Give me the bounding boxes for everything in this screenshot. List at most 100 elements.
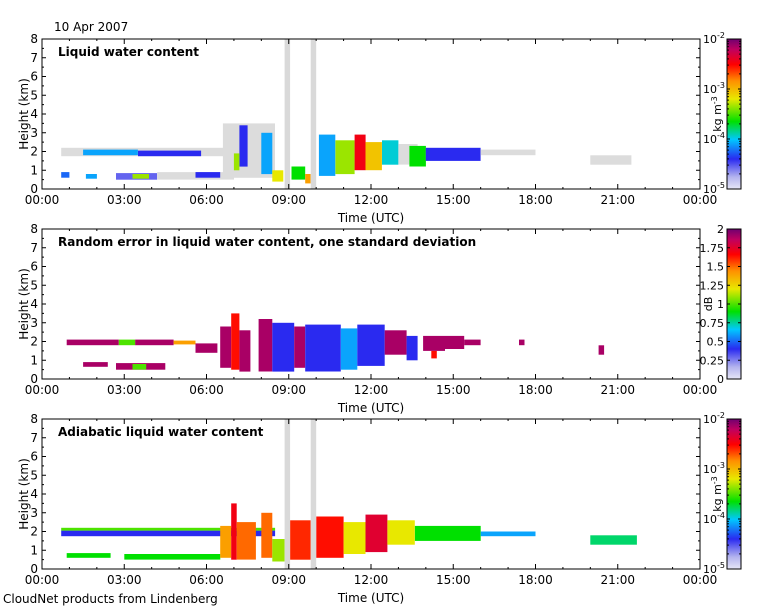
x-tick-label: 00:00 bbox=[25, 573, 60, 587]
data-cell bbox=[261, 132, 273, 175]
y-tick-label: 1 bbox=[30, 163, 38, 177]
x-axis-label: Time (UTC) bbox=[337, 401, 404, 415]
data-cell bbox=[135, 339, 174, 346]
data-cell bbox=[61, 172, 70, 178]
data-cell bbox=[409, 145, 426, 167]
colorbar-tick-label: 10-4 bbox=[703, 511, 725, 526]
y-tick-label: 4 bbox=[30, 487, 38, 501]
x-tick-label: 00:00 bbox=[683, 193, 718, 207]
data-cell bbox=[406, 335, 418, 361]
colorbar-tick-label: 10-5 bbox=[703, 181, 725, 196]
y-tick-label: 5 bbox=[30, 88, 38, 102]
y-tick-label: 3 bbox=[30, 126, 38, 140]
y-axis-label: Height (km) bbox=[17, 268, 31, 339]
data-cell bbox=[231, 503, 237, 560]
colorbar-tick-label: 10-2 bbox=[703, 31, 725, 46]
data-gap-band bbox=[310, 39, 317, 189]
colorbar-tick-label: 0.75 bbox=[700, 317, 725, 330]
x-tick-label: 21:00 bbox=[600, 193, 635, 207]
y-tick-label: 3 bbox=[30, 316, 38, 330]
data-cell bbox=[220, 326, 232, 368]
data-cell bbox=[61, 530, 276, 537]
x-tick-label: 15:00 bbox=[436, 573, 471, 587]
data-cell bbox=[387, 520, 415, 545]
data-cell bbox=[124, 554, 221, 560]
y-tick-label: 3 bbox=[30, 506, 38, 520]
y-tick-label: 5 bbox=[30, 468, 38, 482]
data-cell bbox=[239, 125, 248, 167]
x-tick-label: 15:00 bbox=[436, 193, 471, 207]
data-cell bbox=[480, 149, 536, 156]
colorbar bbox=[727, 419, 741, 569]
data-cell bbox=[239, 330, 251, 372]
data-cell bbox=[519, 339, 525, 346]
data-cell bbox=[138, 150, 202, 157]
panel-3: Adiabatic liquid water content 0 1 2 3 4 5 6 7 8 0… bbox=[17, 411, 742, 605]
footer-credit: CloudNet products from Lindenberg bbox=[3, 592, 218, 606]
x-tick-label: 12:00 bbox=[354, 573, 389, 587]
data-cell bbox=[445, 335, 465, 349]
y-tick-label: 5 bbox=[30, 278, 38, 292]
y-tick-label: 7 bbox=[30, 431, 38, 445]
data-cell bbox=[425, 147, 481, 161]
data-cell bbox=[272, 170, 284, 182]
data-cell bbox=[118, 339, 136, 346]
chart-title: Liquid water content bbox=[58, 45, 199, 59]
data-cell bbox=[340, 328, 358, 370]
data-cell bbox=[382, 140, 399, 165]
x-tick-label: 03:00 bbox=[107, 573, 142, 587]
data-cell bbox=[66, 339, 119, 346]
data-cell bbox=[132, 174, 149, 179]
y-tick-label: 7 bbox=[30, 241, 38, 255]
data-cell bbox=[272, 539, 285, 562]
y-tick-label: 7 bbox=[30, 51, 38, 65]
x-tick-label: 18:00 bbox=[518, 573, 553, 587]
x-tick-label: 00:00 bbox=[25, 383, 60, 397]
x-tick-label: 21:00 bbox=[600, 383, 635, 397]
y-tick-label: 6 bbox=[30, 450, 38, 464]
x-tick-label: 03:00 bbox=[107, 193, 142, 207]
data-cell bbox=[83, 149, 138, 156]
data-cell bbox=[590, 535, 637, 545]
data-cell bbox=[195, 172, 221, 178]
colorbar bbox=[727, 39, 741, 189]
data-cell bbox=[233, 153, 240, 171]
x-tick-label: 09:00 bbox=[271, 383, 306, 397]
colorbar-tick-label: 10-3 bbox=[703, 81, 725, 96]
x-axis-label: Time (UTC) bbox=[337, 591, 404, 605]
data-cell bbox=[231, 313, 240, 370]
colorbar-tick-label: 0 bbox=[717, 373, 724, 386]
data-cell bbox=[294, 326, 306, 368]
y-tick-label: 0 bbox=[30, 562, 38, 576]
data-cell bbox=[431, 350, 437, 359]
colorbar-label: kg m-3 bbox=[710, 96, 724, 132]
y-tick-label: 8 bbox=[30, 222, 38, 236]
panel-1: Liquid water content 0 1 2 3 4 5 6 7 8 00:00 03:00 0… bbox=[17, 31, 742, 225]
y-tick-label: 8 bbox=[30, 412, 38, 426]
x-tick-label: 18:00 bbox=[518, 383, 553, 397]
x-tick-label: 06:00 bbox=[189, 383, 224, 397]
data-cell bbox=[236, 522, 256, 560]
x-tick-label: 12:00 bbox=[354, 383, 389, 397]
data-cell bbox=[365, 142, 382, 171]
y-axis-label: Height (km) bbox=[17, 458, 31, 529]
data-cell bbox=[132, 364, 147, 370]
data-cell bbox=[480, 531, 536, 537]
chart-title: Adiabatic liquid water content bbox=[58, 425, 264, 439]
data-cell bbox=[290, 520, 311, 560]
y-tick-label: 4 bbox=[30, 107, 38, 121]
data-cell bbox=[220, 525, 232, 558]
colorbar-tick-label: 1.5 bbox=[707, 261, 725, 274]
colorbar-tick-label: 2 bbox=[717, 223, 724, 236]
colorbar-tick-label: 1.75 bbox=[700, 242, 725, 255]
y-tick-label: 6 bbox=[30, 260, 38, 274]
data-cell bbox=[272, 322, 295, 372]
colorbar-tick-label: 1.25 bbox=[700, 279, 725, 292]
x-tick-label: 00:00 bbox=[25, 193, 60, 207]
x-tick-label: 03:00 bbox=[107, 383, 142, 397]
y-tick-label: 2 bbox=[30, 145, 38, 159]
data-cell bbox=[335, 140, 355, 175]
data-cell bbox=[83, 362, 108, 367]
data-cell bbox=[354, 134, 366, 171]
